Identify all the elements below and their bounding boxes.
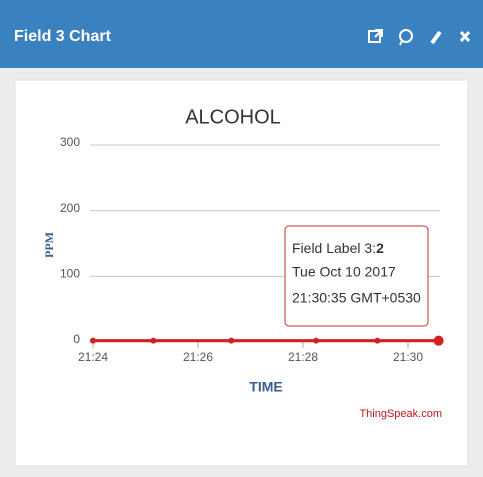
tooltip-date: Tue Oct 10 2017 bbox=[292, 264, 396, 280]
y-axis-label: PPM bbox=[42, 232, 56, 258]
close-icon[interactable] bbox=[459, 31, 471, 42]
data-point bbox=[313, 337, 320, 344]
open-icon[interactable] bbox=[368, 29, 383, 43]
y-tick-label: 200 bbox=[60, 201, 80, 215]
x-tick-label: 21:28 bbox=[288, 350, 318, 364]
chart-title: ALCOHOL bbox=[185, 106, 281, 128]
x-tick-label: 21:30 bbox=[393, 350, 423, 364]
edit-icon[interactable] bbox=[430, 30, 442, 45]
tooltip-time: 21:30:35 GMT+0530 bbox=[292, 290, 421, 306]
tooltip-box bbox=[284, 225, 429, 327]
y-tick-label: 0 bbox=[73, 332, 80, 346]
data-point bbox=[374, 337, 381, 344]
data-point bbox=[433, 335, 444, 346]
tooltip-value: 2 bbox=[376, 240, 384, 256]
tooltip-series: Field Label 3: bbox=[292, 240, 376, 256]
comment-icon[interactable] bbox=[399, 29, 413, 46]
y-tick-label: 100 bbox=[60, 267, 80, 281]
header-icons bbox=[368, 29, 471, 46]
data-point bbox=[150, 337, 157, 344]
header-title: Field 3 Chart bbox=[14, 28, 112, 45]
x-tick-label: 21:24 bbox=[78, 350, 108, 364]
credit[interactable]: ThingSpeak.com bbox=[359, 408, 442, 420]
x-axis-label: TIME bbox=[249, 379, 282, 395]
data-point bbox=[228, 337, 235, 344]
data-point bbox=[90, 337, 96, 344]
tooltip: Field Label 3:2 Tue Oct 10 2017 21:30:35… bbox=[284, 225, 429, 327]
tooltip-label: Field Label 3:2 bbox=[292, 240, 384, 256]
x-tick-label: 21:26 bbox=[183, 350, 213, 364]
header-bar bbox=[0, 0, 483, 68]
y-tick-label: 300 bbox=[60, 135, 80, 149]
